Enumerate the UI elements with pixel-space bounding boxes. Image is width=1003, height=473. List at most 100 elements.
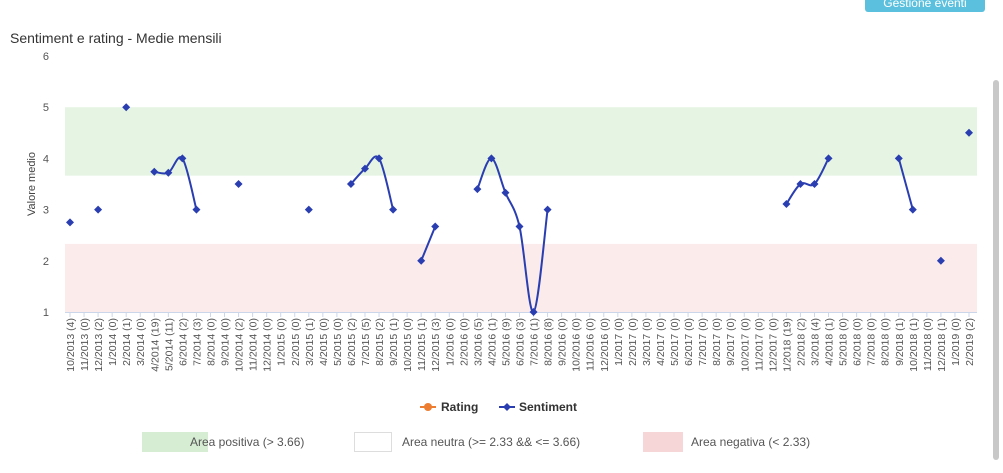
sentiment-point — [66, 218, 74, 227]
x-tick-label: 4/2015 (0) — [318, 318, 330, 366]
x-tick-label: 1/2018 (19) — [781, 318, 793, 372]
sentiment-point — [796, 180, 805, 188]
x-tick-label: 8/2014 (0) — [205, 318, 217, 366]
y-tick-label: 4 — [43, 153, 49, 165]
x-tick-label: 8/2015 (2) — [374, 318, 386, 366]
x-tick-label: 10/2016 (0) — [571, 318, 583, 372]
sentiment-point — [192, 205, 201, 214]
x-tick-label: 9/2015 (1) — [388, 318, 400, 366]
x-tick-label: 9/2016 (0) — [557, 318, 569, 366]
x-tick-label: 11/2013 (0) — [79, 318, 91, 371]
x-tick-label: 7/2016 (1) — [529, 318, 541, 366]
x-tick-label: 12/2017 (0) — [767, 318, 779, 372]
sentiment-point — [304, 205, 313, 214]
x-tick-label: 1/2015 (0) — [276, 318, 288, 366]
x-tick-label: 1/2016 (0) — [444, 318, 456, 366]
x-tick-label: 12/2013 (2) — [93, 318, 105, 372]
sentiment-point — [936, 256, 945, 265]
x-tick-label: 3/2014 (0) — [135, 318, 147, 366]
x-tick-label: 10/2018 (1) — [908, 318, 920, 372]
sentiment-point — [234, 180, 243, 188]
x-tick-label: 10/2015 (0) — [402, 318, 414, 372]
area-legend-label: Area neutra (>= 2.33 && <= 3.66) — [402, 435, 581, 449]
sentiment-point — [810, 180, 819, 188]
x-tick-label: 12/2018 (1) — [936, 318, 948, 372]
x-tick-label: 4/2014 (19) — [149, 318, 161, 372]
x-tick-label: 6/2016 (3) — [515, 318, 527, 366]
sentiment-point — [894, 154, 903, 163]
x-tick-label: 1/2019 (0) — [950, 318, 962, 366]
scrollbar[interactable] — [993, 80, 999, 460]
y-tick-label: 2 — [43, 256, 49, 268]
x-tick-label: 6/2014 (2) — [177, 318, 189, 366]
sentiment-point — [417, 256, 426, 265]
sentiment-point — [824, 154, 833, 163]
sentiment-point — [908, 205, 917, 214]
legend-sentiment-marker — [503, 403, 511, 411]
x-tick-label: 11/2014 (0) — [248, 318, 260, 371]
x-tick-label: 3/2015 (1) — [304, 318, 316, 366]
sentiment-line-segment — [785, 157, 830, 205]
sentiment-point — [782, 199, 791, 208]
sentiment-point — [122, 103, 131, 112]
y-tick-label: 3 — [43, 205, 49, 217]
sentiment-point — [150, 167, 159, 176]
x-tick-label: 9/2017 (0) — [725, 318, 737, 366]
x-tick-label: 4/2016 (1) — [486, 318, 498, 366]
sentiment-point — [431, 222, 440, 231]
x-tick-label: 6/2018 (0) — [852, 318, 864, 366]
sentiment-point — [94, 205, 103, 214]
sentiment-point — [515, 222, 524, 231]
sentiment-point — [178, 154, 187, 163]
x-tick-label: 3/2018 (4) — [809, 318, 821, 366]
y-tick-label: 1 — [43, 307, 49, 319]
x-tick-label: 5/2017 (0) — [669, 318, 681, 366]
sentiment-point — [965, 128, 973, 137]
gestione-eventi-button[interactable]: Gestione eventi — [865, 0, 985, 12]
sentiment-point — [543, 205, 552, 214]
legend-sentiment-label: Sentiment — [519, 400, 577, 414]
sentiment-point — [473, 185, 482, 194]
x-tick-label: 8/2018 (0) — [880, 318, 892, 366]
x-tick-label: 9/2018 (1) — [894, 318, 906, 366]
x-tick-label: 4/2018 (1) — [824, 318, 836, 366]
x-tick-label: 5/2018 (0) — [838, 318, 850, 366]
sentiment-point — [346, 180, 355, 188]
x-tick-label: 10/2013 (4) — [65, 318, 77, 372]
sentiment-point — [164, 168, 173, 177]
x-tick-label: 5/2014 (11) — [163, 318, 175, 371]
chart-title: Sentiment e rating - Medie mensili — [10, 30, 222, 46]
area-legend-swatch — [142, 432, 208, 452]
x-tick-label: 10/2014 (2) — [234, 318, 246, 372]
x-tick-label: 11/2018 (0) — [922, 318, 934, 371]
x-tick-label: 2/2016 (0) — [458, 318, 470, 366]
sentiment-point — [501, 188, 510, 197]
y-axis-label: Valore medio — [26, 152, 38, 216]
x-tick-label: 3/2016 (5) — [472, 318, 484, 366]
x-tick-label: 12/2014 (0) — [262, 318, 274, 372]
legend-rating-marker — [424, 403, 432, 411]
sentiment-line-segment — [350, 155, 395, 210]
x-tick-label: 8/2017 (0) — [711, 318, 723, 366]
x-tick-label: 1/2017 (0) — [613, 318, 625, 366]
y-tick-label: 5 — [43, 102, 49, 114]
x-tick-label: 3/2017 (0) — [641, 318, 653, 366]
area-legend-swatch — [643, 432, 683, 452]
x-tick-label: 10/2017 (0) — [739, 318, 751, 372]
x-tick-label: 12/2016 (0) — [599, 318, 611, 372]
area-band-2 — [65, 243, 977, 312]
x-tick-label: 2/2014 (1) — [121, 318, 133, 366]
x-tick-label: 6/2015 (2) — [346, 318, 358, 366]
area-legend-swatch — [354, 432, 392, 452]
x-tick-label: 12/2015 (3) — [430, 318, 442, 372]
x-tick-label: 2/2015 (0) — [290, 318, 302, 366]
sentiment-point — [375, 154, 384, 163]
area-legend-label: Area positiva (> 3.66) — [190, 435, 305, 449]
x-tick-label: 5/2015 (0) — [332, 318, 344, 366]
sentiment-point — [389, 205, 398, 214]
legend-rating-label: Rating — [441, 400, 478, 414]
area-band-0 — [65, 107, 977, 176]
x-tick-label: 5/2016 (9) — [500, 318, 512, 366]
x-tick-label: 11/2015 (1) — [416, 318, 428, 371]
x-tick-label: 9/2014 (0) — [220, 318, 232, 366]
